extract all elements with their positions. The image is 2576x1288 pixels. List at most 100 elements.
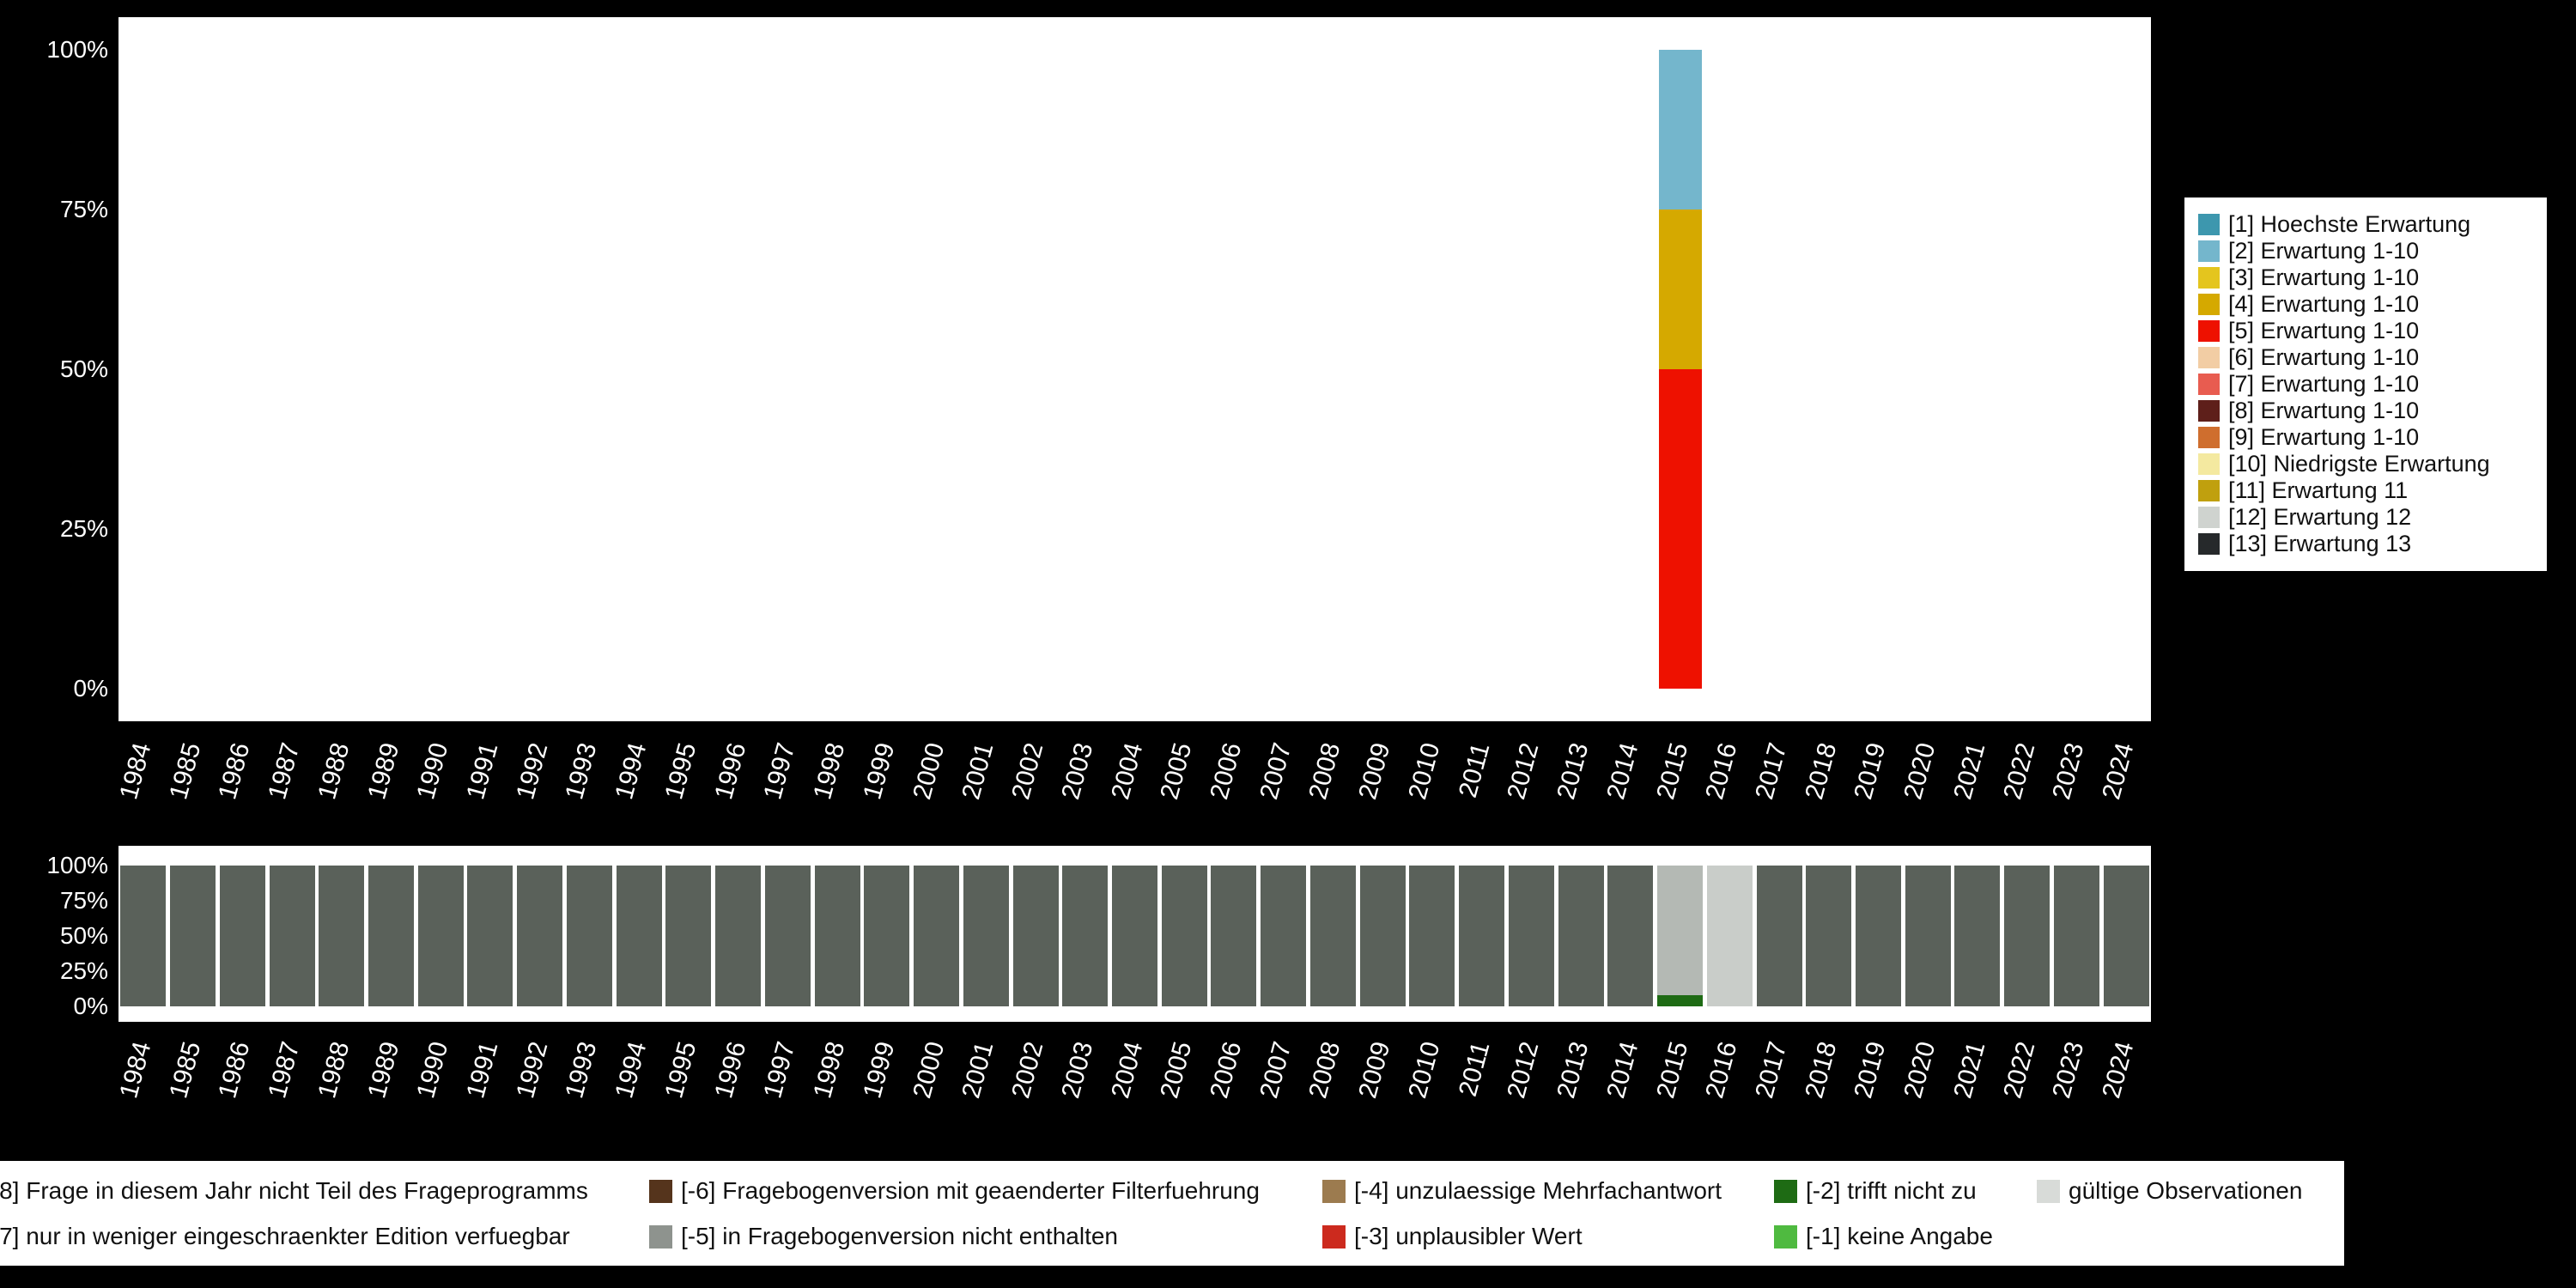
top-chart-x-tick-label: 1997 [758,739,801,803]
legend-label: [10] Niedrigste Erwartung [2228,451,2490,477]
bottom-chart-x-tick-label: 1990 [411,1038,454,1102]
bottom-chart-bar-2010 [1409,866,1455,1006]
bottom-chart-bar-segment [517,866,563,1006]
bottom-chart-bar-2012 [1508,866,1554,1006]
missing-legend-item: [-5] in Fragebogenversion nicht enthalte… [649,1221,1118,1252]
top-chart-x-tick-label: 2009 [1353,739,1396,803]
bottom-chart-bar-segment [120,866,167,1006]
bottom-chart-bar-2020 [1905,866,1951,1006]
missing-legend-label: [-8] Frage in diesem Jahr nicht Teil des… [0,1177,588,1204]
bottom-chart-bar-1986 [219,866,265,1006]
bottom-chart-bar-2018 [1806,866,1852,1006]
legend-swatch [2198,480,2220,501]
missing-legend-label: [-1] keine Angabe [1806,1223,1993,1249]
top-chart-x-tick-label: 1992 [511,739,554,803]
bottom-chart-bar-segment [1558,866,1604,1006]
bottom-chart-bar-segment [2004,866,2050,1006]
legend-label: [7] Erwartung 1-10 [2228,371,2420,397]
bottom-chart-x-tick-label: 1993 [560,1038,603,1102]
top-chart-x-tick-label: 1984 [114,739,157,803]
bottom-chart-bar-segment [1905,866,1951,1006]
top-chart-x-tick-label: 2013 [1552,739,1595,803]
missing-legend-label: [-5] in Fragebogenversion nicht enthalte… [681,1223,1118,1249]
bottom-chart-bar-segment [1607,866,1654,1006]
top-chart-x-tick-label: 2008 [1303,739,1346,803]
bottom-chart-x-tick-label: 2005 [1155,1038,1198,1102]
missing-legend-item: [-4] unzulaessige Mehrfachantwort [1322,1176,1722,1206]
missing-legend-label: [-2] trifft nicht zu [1806,1177,1977,1204]
top-chart-x-tick-label: 2016 [1700,739,1743,803]
bottom-chart-bar-segment [1062,866,1109,1006]
bottom-chart-bar-2016 [1706,866,1753,1006]
legend-item: [3] Erwartung 1-10 [2198,264,2547,291]
legend-swatch [2198,533,2220,555]
legend-item: [10] Niedrigste Erwartung [2198,451,2547,477]
legend-swatch [2198,294,2220,315]
missing-legend-swatch [2037,1179,2060,1203]
bottom-chart-bar-2005 [1161,866,1207,1006]
top-chart-x-tick-label: 2012 [1502,739,1545,803]
top-chart-x-tick-label: 1987 [263,739,306,803]
top-chart-x-tick-label: 2004 [1105,739,1148,803]
bottom-chart-bar-segment [963,866,1009,1006]
legend-swatch [2198,320,2220,342]
legend-item: [7] Erwartung 1-10 [2198,371,2547,398]
top-chart-x-tick-label: 2023 [2047,739,2090,803]
bottom-chart-x-tick-label: 1986 [213,1038,256,1102]
legend-item: [12] Erwartung 12 [2198,504,2547,531]
bottom-chart-x-tick-label: 1996 [708,1038,752,1102]
bottom-chart-x-tick-label: 2010 [1403,1038,1446,1102]
missing-legend-swatch [1322,1224,1346,1249]
bottom-chart-bar-2000 [914,866,960,1006]
legend-item: [5] Erwartung 1-10 [2198,318,2547,344]
legend-label: [3] Erwartung 1-10 [2228,264,2420,290]
legend-item: [4] Erwartung 1-10 [2198,291,2547,318]
bottom-chart-bar-2011 [1459,866,1505,1006]
legend-swatch [2198,267,2220,289]
legend-swatch [2198,240,2220,262]
missing-legend-swatch [649,1224,672,1249]
top-chart-bar-segment [1658,50,1702,210]
bottom-chart-x-tick-label: 2001 [957,1038,999,1102]
bottom-chart-bar-segment [1012,866,1059,1006]
bottom-chart-bar-1987 [269,866,315,1006]
legend-item: [8] Erwartung 1-10 [2198,398,2547,424]
bottom-chart-bar-segment [1657,866,1704,995]
top-chart-x-tick-label: 1996 [708,739,752,803]
bottom-chart-x-tick-label: 2015 [1650,1038,1694,1102]
missing-legend-item: [-8] Frage in diesem Jahr nicht Teil des… [0,1176,588,1206]
top-chart-x-tick-label: 1994 [610,739,653,803]
missing-legend-item: [-6] Fragebogenversion mit geaenderter F… [649,1176,1260,1206]
bottom-chart-bar-segment [1706,866,1753,1006]
bottom-chart-x-tick-label: 2013 [1552,1038,1595,1102]
legend-label: [1] Hoechste Erwartung [2228,211,2471,237]
top-chart-x-tick-label: 2000 [907,739,951,803]
missing-values-legend: [-8] Frage in diesem Jahr nicht Teil des… [0,1161,2344,1266]
bottom-chart-bar-1995 [665,866,712,1006]
top-chart-x-tick-label: 1989 [361,739,404,803]
legend-item: [1] Hoechste Erwartung [2198,211,2547,238]
bottom-chart-bar-segment [566,866,612,1006]
top-chart-y-tick-label: 75% [59,196,108,222]
bottom-chart-x-tick-label: 2012 [1502,1038,1545,1102]
bottom-chart-bar-1997 [764,866,811,1006]
top-chart-x-tick-label: 1998 [808,739,851,803]
bottom-chart-x-tick-label: 1999 [858,1038,901,1102]
bottom-chart-bar-segment [616,866,662,1006]
legend-label: [4] Erwartung 1-10 [2228,291,2420,317]
missing-legend-label: [-7] nur in weniger eingeschraenkter Edi… [0,1223,570,1249]
bottom-chart-x-tick-label: 1991 [461,1038,504,1102]
top-chart-x-tick-label: 2003 [1056,739,1099,803]
bottom-chart-bar-segment [764,866,811,1006]
bottom-chart-x-tick-label: 1997 [758,1038,801,1102]
top-chart-x-tick-label: 2005 [1155,739,1198,803]
bottom-chart-bar-segment [467,866,513,1006]
bottom-chart-bar-segment [1855,866,1901,1006]
missing-legend-swatch [649,1179,672,1203]
top-chart-x-tick-label: 2022 [1997,739,2041,803]
bottom-chart-x-tick-label: 2020 [1899,1038,1941,1102]
bottom-chart-x-tick-label: 2007 [1254,1038,1297,1102]
bottom-chart-bar-segment [1657,994,1704,1006]
bottom-chart-x-tick-label: 1985 [163,1038,207,1102]
